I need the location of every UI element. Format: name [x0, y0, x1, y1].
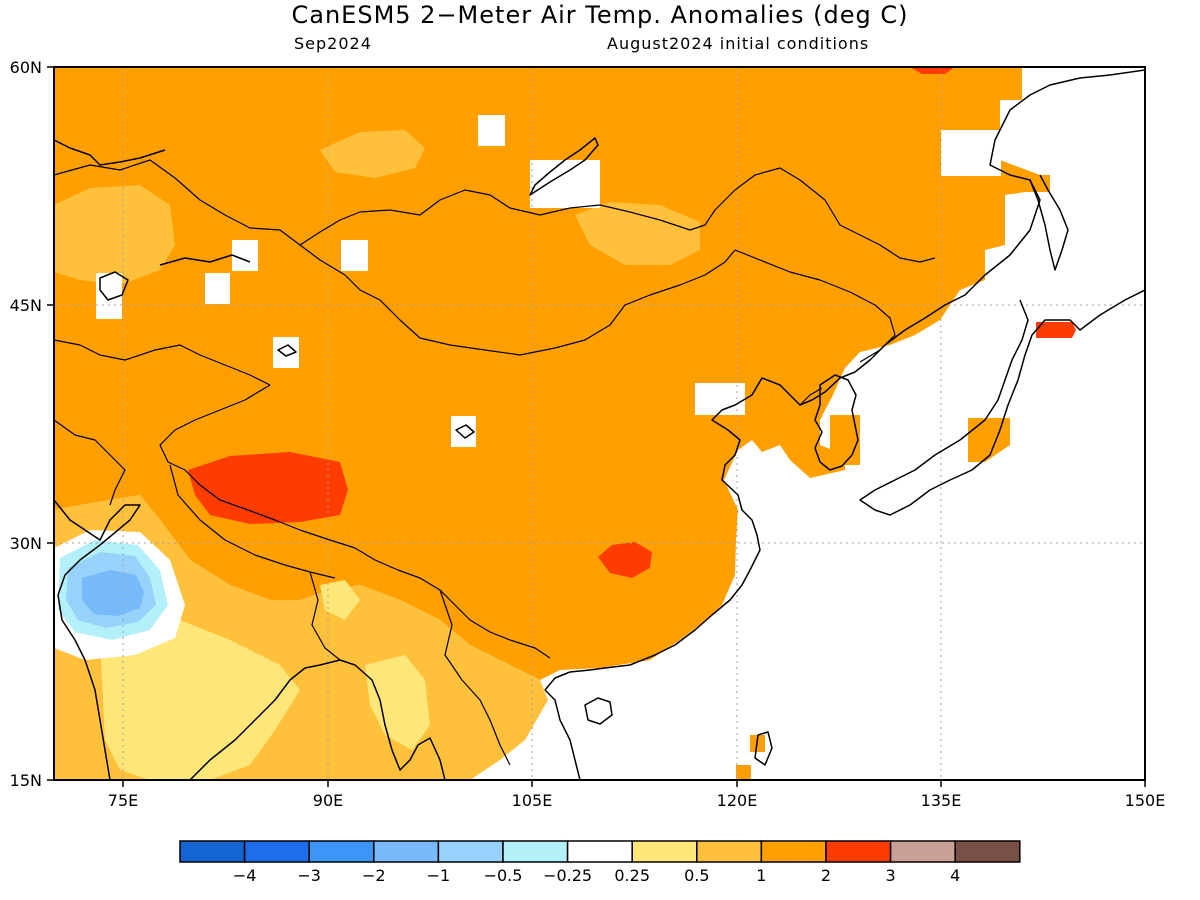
color-bar-box	[243, 840, 310, 863]
hotspot-tibet	[188, 452, 348, 524]
lat-tick-label: 45N	[10, 296, 42, 315]
color-bar-box	[696, 840, 763, 863]
color-bar-label: −4	[233, 866, 257, 885]
anomaly-field	[54, 67, 1076, 780]
coastline-aral	[99, 271, 129, 301]
color-bar-label: −2	[362, 866, 386, 885]
warm-cells-korea	[830, 415, 860, 465]
color-bar-box	[373, 840, 440, 863]
color-bar-box	[179, 840, 246, 863]
border-himalaya-south	[169, 464, 336, 579]
coastline-caspian	[53, 139, 166, 166]
color-bar-label: 0.5	[684, 866, 709, 885]
anomaly-region-0.5to1-baikal	[320, 130, 425, 178]
coastlines	[53, 69, 1146, 781]
color-bar-box	[825, 840, 892, 863]
lon-tick-label: 75E	[108, 791, 138, 810]
color-bar-box	[760, 840, 827, 863]
color-bar-labels: −4 −3 −2 −1 −0.5 −0.25 0.25 0.5 1 2 3 4	[233, 866, 960, 885]
color-bar-label: 4	[950, 866, 960, 885]
lon-tick-label: 120E	[717, 791, 758, 810]
hotspot-central-china	[598, 542, 652, 578]
anomaly-region-0.25to0.5-india	[100, 620, 300, 780]
coastline-taiwan	[754, 731, 773, 766]
hotspot-siberia-north	[910, 67, 955, 74]
border-south-asia	[53, 419, 126, 506]
color-bar-label: 1	[756, 866, 766, 885]
coastline-japan	[859, 289, 1146, 516]
lake-issyk-kul	[277, 344, 297, 357]
axis-labels: 75E 90E 105E 120E 135E 150E 60N 45N 30N …	[10, 58, 1166, 810]
color-bar-label: −3	[297, 866, 321, 885]
lon-tick-label: 105E	[512, 791, 553, 810]
color-bar-label: 3	[886, 866, 896, 885]
warm-cells-luzon-strait	[736, 765, 751, 780]
border-china-northeast	[734, 249, 896, 363]
border-korea-china	[799, 387, 823, 406]
color-bar-label: 0.25	[614, 866, 650, 885]
border-myanmar	[309, 571, 341, 661]
lon-tick-label: 150E	[1125, 791, 1166, 810]
anomaly-region-0.25to0.5-indochina	[365, 655, 430, 750]
lon-tick-label: 135E	[921, 791, 962, 810]
borders	[53, 159, 936, 766]
anomaly-region-1to2	[54, 67, 1040, 680]
color-bar-label: −0.5	[484, 866, 523, 885]
graticule	[54, 67, 1145, 780]
color-bar-box	[437, 840, 504, 863]
map-title: CanESM5 2−Meter Air Temp. Anomalies (deg…	[291, 1, 909, 29]
anomaly-region-0.25to0.5-tibet-edge	[320, 580, 360, 620]
color-bar-box	[308, 840, 375, 863]
color-bar-box	[954, 840, 1021, 863]
coastline-bay-of-bengal	[189, 659, 446, 781]
warm-cells-japan	[968, 418, 1010, 462]
color-bar-label: 2	[821, 866, 831, 885]
color-bar-box	[566, 840, 633, 863]
color-bar-box	[502, 840, 569, 863]
hotspot-hokkaido	[1036, 322, 1076, 338]
color-bar-box	[889, 840, 956, 863]
color-bar	[179, 840, 1021, 863]
coastline-korea	[814, 374, 859, 471]
anomaly-region-0.5to1-kazakh	[54, 185, 175, 285]
border-central-asia	[53, 339, 271, 386]
coastline-indochina	[544, 689, 581, 781]
axis-ticks	[47, 66, 1146, 787]
color-bar-box	[631, 840, 698, 863]
coastline-india	[53, 499, 141, 781]
color-bar-label: −0.25	[543, 866, 592, 885]
plot-frame	[53, 66, 1146, 781]
border-china-west	[159, 384, 551, 659]
lon-tick-label: 90E	[313, 791, 343, 810]
border-indochina	[439, 589, 511, 766]
anomaly-region-0.5to1-mongolia	[575, 202, 700, 265]
color-bar-label: −1	[427, 866, 451, 885]
lake-balkhash	[159, 254, 251, 266]
coastline-sakhalin	[1029, 174, 1069, 271]
border-russia-kazakh-mongolia	[53, 159, 936, 263]
anomaly-region-cool-1	[82, 570, 144, 616]
border-mongolia-china	[299, 244, 736, 356]
lake-qinghai	[455, 424, 475, 439]
lat-tick-label: 30N	[10, 534, 42, 553]
coastline-hainan	[584, 697, 613, 725]
forecast-month: Sep2024	[294, 34, 372, 53]
lat-tick-label: 60N	[10, 58, 42, 77]
lat-tick-label: 15N	[10, 771, 42, 790]
lake-baikal	[529, 137, 599, 196]
initial-conditions-label: August2024 initial conditions	[607, 34, 870, 53]
